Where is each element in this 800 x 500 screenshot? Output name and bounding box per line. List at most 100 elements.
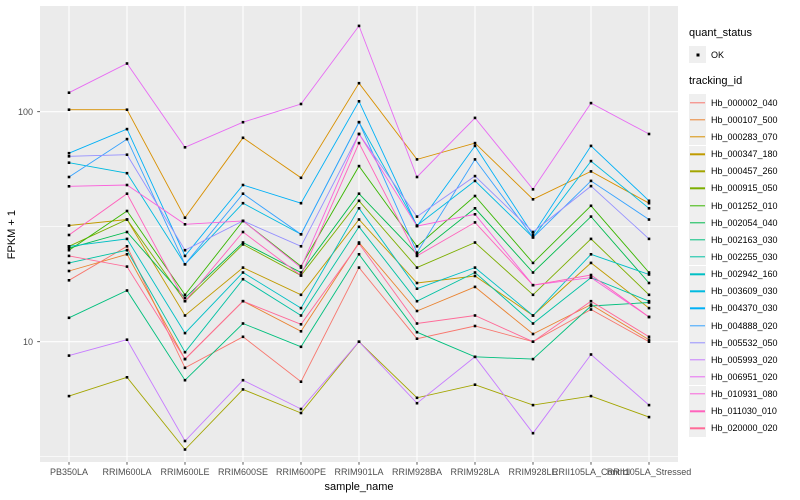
data-point: [67, 91, 71, 94]
data-point: [183, 146, 187, 149]
legend-key-box: [689, 419, 706, 437]
data-point: [647, 281, 651, 285]
legend-item-label: Hb_002054_040: [711, 217, 778, 228]
legend-key-box: [689, 317, 706, 335]
data-point: [647, 340, 651, 343]
data-point: [589, 299, 593, 303]
legend-key-box: [689, 179, 706, 197]
legend-item-label: Hb_001252_010: [711, 200, 778, 211]
data-point: [241, 277, 245, 281]
data-point: [415, 299, 419, 303]
legend-key-box: [689, 248, 706, 266]
legend-entries: Hb_000002_040 Hb_000107_500 Hb_000283_070 H…: [689, 94, 799, 437]
data-point: [67, 175, 71, 179]
legend-key-box: [689, 351, 706, 369]
data-point: [299, 306, 303, 310]
data-point: [125, 171, 129, 175]
legend-item-label: Hb_000107_500: [711, 114, 778, 125]
legend-item-label: Hb_004888_020: [711, 320, 778, 331]
data-point: [473, 194, 477, 198]
legend-group-tracking-id: tracking_id Hb_000002_040 Hb_000107_500 Hb…: [689, 75, 799, 437]
plot-panel: [37, 6, 678, 465]
x-tick-label: RRIM600SE: [217, 467, 269, 477]
legend-line-swatch: [690, 359, 705, 361]
legend-item-label: Hb_011030_010: [711, 406, 777, 417]
legend-key-box: [689, 231, 706, 249]
data-point: [415, 251, 419, 254]
y-axis-title-wrap: FPKM + 1: [6, 0, 18, 470]
legend-key-box: [689, 46, 706, 64]
data-point: [531, 233, 535, 236]
data-point: [299, 266, 303, 269]
legend-line-swatch: [690, 410, 705, 412]
data-point: [531, 314, 535, 317]
legend-item-Hb_000283_070: Hb_000283_070: [689, 128, 799, 146]
y-tick-label: 100: [17, 106, 33, 117]
data-point: [299, 201, 303, 205]
data-point: [241, 299, 245, 303]
data-point: [647, 218, 651, 221]
data-point: [473, 355, 477, 359]
data-point: [647, 299, 651, 303]
data-point: [67, 233, 71, 237]
data-point: [415, 175, 419, 179]
data-point: [67, 354, 71, 357]
data-point: [473, 141, 477, 145]
data-point: [531, 230, 535, 234]
data-point: [473, 285, 477, 289]
data-point: [299, 330, 303, 333]
data-point: [125, 265, 129, 268]
data-point: [473, 314, 477, 317]
data-point: [67, 269, 71, 273]
data-point: [125, 237, 129, 241]
data-point: [67, 246, 71, 250]
legend: quant_status OK tracking_id Hb_000002_04…: [689, 27, 799, 437]
x-tick-label: RRII105LA_Stressed: [606, 467, 692, 477]
data-point: [67, 316, 71, 320]
legend-item-Hb_002054_040: Hb_002054_040: [689, 214, 799, 232]
data-point: [589, 394, 593, 398]
data-point: [67, 245, 71, 248]
legend-item-label: Hb_004370_030: [711, 303, 778, 314]
legend-item-label: Hb_003609_030: [711, 286, 778, 297]
data-point: [299, 380, 303, 383]
data-point: [589, 184, 593, 188]
legend-line-swatch: [690, 393, 705, 395]
data-point: [589, 179, 593, 183]
data-point: [125, 230, 129, 234]
data-point: [125, 153, 129, 156]
data-point: [299, 176, 303, 180]
data-point: [531, 188, 535, 191]
data-point: [531, 403, 535, 407]
legend-title-quant-status: quant_status: [689, 27, 752, 39]
legend-line-swatch: [690, 290, 705, 292]
legend-line-swatch: [690, 307, 705, 310]
legend-key-box: [689, 385, 706, 403]
data-point: [183, 331, 187, 335]
data-point: [357, 141, 361, 145]
x-tick-label: RRIM600LA: [102, 467, 152, 477]
data-point: [125, 62, 129, 65]
data-point: [67, 254, 71, 258]
data-point: [241, 230, 245, 234]
data-point: [415, 266, 419, 269]
data-point: [589, 261, 593, 265]
legend-item-label: Hb_000915_050: [711, 183, 778, 194]
legend-item-Hb_004370_030: Hb_004370_030: [689, 299, 799, 317]
data-point: [647, 207, 651, 210]
x-axis-tick-labels: PB350LA RRIM600LA RRIM600LE RRIM600SE RRIM60…: [0, 467, 800, 481]
data-point: [67, 394, 71, 398]
legend-item-Hb_003609_030: Hb_003609_030: [689, 282, 799, 300]
data-point: [299, 323, 303, 326]
legend-item-label: Hb_006951_020: [711, 371, 778, 382]
data-point: [531, 332, 535, 336]
data-point: [125, 289, 129, 292]
data-point: [67, 279, 71, 282]
data-point: [357, 24, 361, 28]
data-point: [647, 199, 651, 203]
data-point: [67, 108, 71, 111]
data-point: [531, 198, 535, 201]
data-point: [183, 223, 187, 226]
legend-item-Hb_000107_500: Hb_000107_500: [689, 111, 799, 129]
